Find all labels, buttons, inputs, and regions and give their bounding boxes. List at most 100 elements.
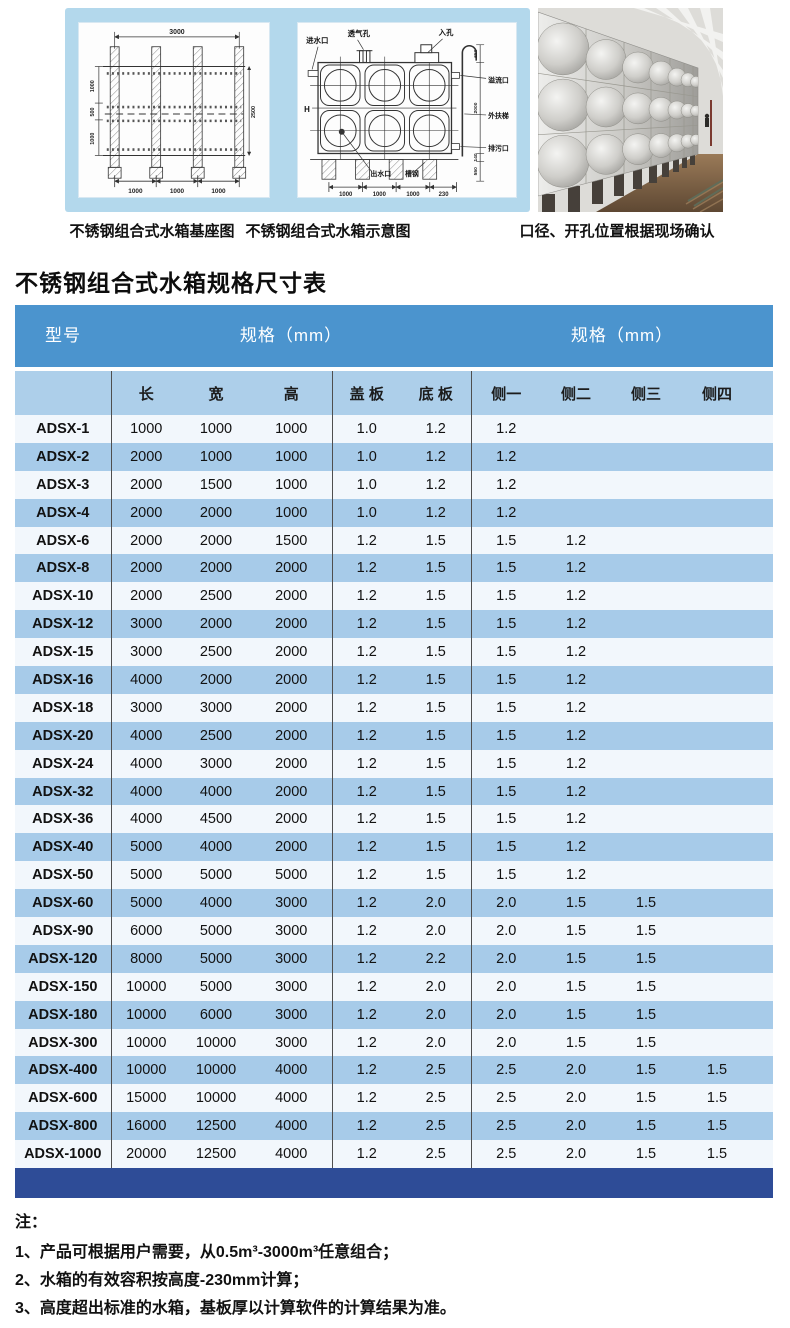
value-cell: 10000: [126, 978, 167, 995]
caption-photo: 口径、开孔位置根据现场确认: [519, 223, 715, 240]
value-cell: 1000: [199, 448, 233, 465]
tank-photo: [538, 8, 723, 212]
value-cell: 1.2: [565, 783, 587, 800]
value-cell: 1000: [251, 498, 333, 527]
value-cell: 1.2: [496, 448, 517, 465]
value-cell: 2000: [130, 476, 163, 493]
value-cell: [753, 1140, 773, 1168]
table-row: ADSX-4 2000 2000 1000 1.0 1.2 1.2: [15, 498, 773, 527]
value-cell: [611, 610, 681, 638]
value-cell: 1.0: [356, 476, 377, 493]
value-cell: [753, 1029, 773, 1057]
value-cell: 1.5: [496, 699, 517, 716]
value-cell: [681, 833, 753, 861]
value-cell: [681, 973, 753, 1001]
value-cell: [611, 499, 681, 527]
value-cell: 6000: [199, 1006, 233, 1023]
group-header-model: 型号: [45, 326, 81, 345]
value-cell: 2.5: [401, 1112, 472, 1141]
value-cell: 4000: [199, 783, 233, 800]
value-cell: [541, 499, 611, 527]
value-cell: 2000: [251, 666, 333, 694]
value-cell: [681, 889, 753, 917]
value-cell: 1.2: [565, 839, 587, 856]
value-cell: 1.5: [565, 1006, 587, 1023]
value-cell: 2500: [199, 588, 233, 605]
value-cell: 2.0: [496, 1006, 517, 1023]
value-cell: 3000: [199, 699, 233, 716]
value-cell: 1.5: [496, 644, 517, 661]
value-cell: 1.2: [401, 415, 472, 443]
svg-text:入孔: 入孔: [438, 27, 454, 37]
value-cell: 5000: [251, 861, 333, 890]
value-cell: [753, 443, 773, 471]
value-cell: 1.5: [496, 671, 517, 688]
value-cell: [753, 499, 773, 527]
value-cell: 1.2: [356, 783, 377, 800]
value-cell: 1.5: [635, 1090, 657, 1107]
value-cell: 2000: [251, 777, 333, 806]
column-header: 底 板: [401, 371, 472, 415]
value-cell: 1.2: [496, 476, 517, 493]
value-cell: 2000: [199, 504, 233, 521]
caption-base-diagram: 不锈钢组合式水箱基座图: [69, 223, 235, 240]
model-cell: ADSX-60: [15, 889, 112, 918]
svg-text:500: 500: [90, 107, 96, 116]
value-cell: 1.5: [635, 1006, 657, 1023]
value-cell: 1.5: [635, 978, 657, 995]
value-cell: 1.5: [565, 922, 587, 939]
value-cell: 1.5: [496, 616, 517, 633]
value-cell: [753, 471, 773, 499]
value-cell: 2.0: [401, 1028, 472, 1057]
value-cell: 2.0: [565, 1146, 587, 1163]
value-cell: 1.2: [356, 588, 377, 605]
value-cell: 5000: [199, 867, 233, 884]
svg-text:1000: 1000: [373, 192, 387, 197]
value-cell: 2000: [130, 532, 163, 549]
model-cell: ADSX-40: [15, 833, 112, 862]
notes-heading: 注：: [15, 1214, 48, 1231]
value-cell: 3000: [251, 917, 333, 945]
value-cell: 1.5: [401, 749, 472, 778]
value-cell: [753, 945, 773, 973]
value-cell: 1.2: [496, 420, 517, 437]
note-item-2: 2、水箱的有效容积按高度-230mm计算；: [15, 1272, 309, 1289]
value-cell: [681, 694, 753, 722]
value-cell: 2.0: [496, 950, 517, 967]
value-cell: 1.5: [635, 922, 657, 939]
value-cell: [753, 973, 773, 1001]
value-cell: 1.5: [401, 861, 472, 890]
value-cell: 2.0: [565, 1090, 587, 1107]
value-cell: 6000: [130, 922, 163, 939]
value-cell: 2000: [130, 448, 163, 465]
header-gap: [15, 367, 773, 371]
value-cell: [753, 722, 773, 750]
value-cell: [753, 861, 773, 889]
value-cell: 5000: [130, 839, 163, 856]
model-cell: ADSX-1: [15, 415, 112, 443]
value-cell: 3000: [199, 755, 233, 772]
value-cell: [611, 415, 681, 443]
table-row: ADSX-1 1000 1000 1000 1.0 1.2 1.2: [15, 415, 773, 443]
value-cell: 12500: [195, 1146, 237, 1163]
spec-table: 型号 规格（mm） 规格（mm） 长宽高盖 板底 板侧一 侧二 侧三 侧四 ADSX-…: [15, 305, 773, 1199]
model-cell: ADSX-6: [15, 526, 112, 555]
value-cell: 1.5: [635, 895, 657, 912]
value-cell: [611, 638, 681, 666]
column-header: 侧四: [681, 371, 753, 415]
svg-text:1000: 1000: [170, 188, 185, 195]
value-cell: 1.2: [356, 895, 377, 912]
model-cell: ADSX-150: [15, 972, 112, 1001]
svg-text:1000: 1000: [406, 192, 420, 197]
svg-text:槽钢: 槽钢: [405, 169, 419, 178]
value-cell: [753, 917, 773, 945]
value-cell: 2000: [199, 532, 233, 549]
table-row: ADSX-32 4000 4000 2000 1.2 1.5 1.5 1.2: [15, 777, 773, 806]
value-cell: 1.5: [635, 1118, 657, 1135]
value-cell: 1.5: [706, 1062, 728, 1079]
value-cell: 1.5: [401, 610, 472, 639]
value-cell: 2.0: [401, 1000, 472, 1029]
value-cell: 1.2: [565, 560, 587, 577]
value-cell: 1.2: [356, 978, 377, 995]
table-row: ADSX-15 3000 2500 2000 1.2 1.5 1.5 1.2: [15, 638, 773, 667]
